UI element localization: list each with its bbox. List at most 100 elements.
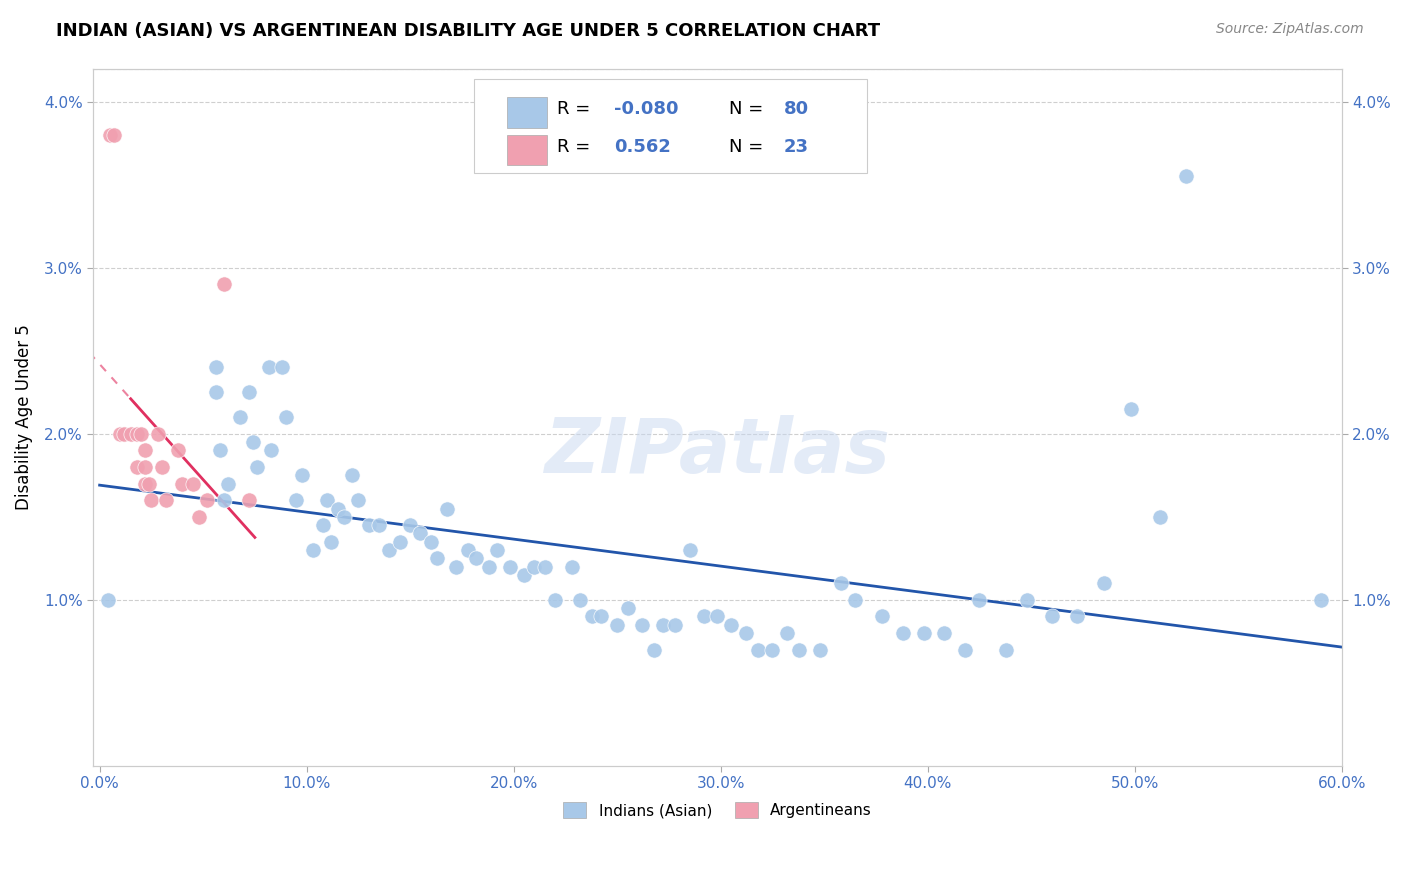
Point xyxy=(188,509,211,524)
Point xyxy=(378,543,401,558)
Point xyxy=(150,460,173,475)
Point xyxy=(238,493,260,508)
Point xyxy=(208,443,231,458)
Point xyxy=(606,617,628,632)
Point xyxy=(103,128,125,142)
Point xyxy=(747,642,769,657)
Point xyxy=(321,534,343,549)
Point xyxy=(120,426,142,441)
Point xyxy=(285,493,308,508)
Text: 23: 23 xyxy=(783,138,808,156)
Point xyxy=(734,626,756,640)
Point xyxy=(326,501,349,516)
Point xyxy=(409,526,432,541)
Point xyxy=(1310,592,1333,607)
Point xyxy=(616,601,638,615)
Point xyxy=(98,128,121,142)
Point xyxy=(212,277,235,292)
Point xyxy=(444,559,467,574)
Point xyxy=(1119,401,1142,416)
Point xyxy=(138,476,160,491)
Point xyxy=(134,443,156,458)
Point xyxy=(347,493,370,508)
Point xyxy=(357,518,380,533)
Point xyxy=(720,617,742,632)
Text: INDIAN (ASIAN) VS ARGENTINEAN DISABILITY AGE UNDER 5 CORRELATION CHART: INDIAN (ASIAN) VS ARGENTINEAN DISABILITY… xyxy=(56,22,880,40)
Point xyxy=(678,543,700,558)
Text: R =: R = xyxy=(557,138,596,156)
Point xyxy=(934,626,956,640)
Point xyxy=(125,460,148,475)
Point xyxy=(643,642,665,657)
Point xyxy=(789,642,811,657)
Point xyxy=(259,360,281,375)
Point xyxy=(242,435,264,450)
Point xyxy=(229,410,252,425)
Text: N =: N = xyxy=(728,100,763,118)
Point xyxy=(1175,169,1198,184)
Point xyxy=(274,410,297,425)
Point xyxy=(651,617,673,632)
Point xyxy=(419,534,441,549)
Point xyxy=(125,426,148,441)
Point xyxy=(134,460,156,475)
Point xyxy=(1149,509,1171,524)
Point xyxy=(340,468,363,483)
Point xyxy=(761,642,783,657)
Text: 0.562: 0.562 xyxy=(614,138,671,156)
Point xyxy=(478,559,501,574)
Point xyxy=(870,609,893,624)
Text: R =: R = xyxy=(557,100,596,118)
Point xyxy=(141,493,163,508)
Point xyxy=(808,642,831,657)
Point xyxy=(388,534,411,549)
Point xyxy=(134,476,156,491)
Text: Source: ZipAtlas.com: Source: ZipAtlas.com xyxy=(1216,22,1364,37)
Y-axis label: Disability Age Under 5: Disability Age Under 5 xyxy=(15,325,32,510)
Point xyxy=(167,443,190,458)
Point xyxy=(523,559,546,574)
Point xyxy=(568,592,591,607)
Point xyxy=(544,592,567,607)
Point xyxy=(260,443,283,458)
Point xyxy=(995,642,1018,657)
Point xyxy=(316,493,339,508)
Point xyxy=(776,626,799,640)
Point xyxy=(693,609,716,624)
Point xyxy=(533,559,555,574)
Point xyxy=(830,576,852,591)
Point xyxy=(217,476,239,491)
Point xyxy=(912,626,935,640)
Point xyxy=(270,360,292,375)
Point xyxy=(581,609,603,624)
Point xyxy=(561,559,583,574)
Point xyxy=(1015,592,1038,607)
Text: ZIPatlas: ZIPatlas xyxy=(544,415,890,489)
Point xyxy=(706,609,728,624)
Point xyxy=(368,518,391,533)
Point xyxy=(953,642,976,657)
Point xyxy=(172,476,194,491)
Point xyxy=(181,476,204,491)
Point xyxy=(97,592,120,607)
Point xyxy=(195,493,218,508)
Point xyxy=(1066,609,1088,624)
Point xyxy=(664,617,686,632)
Point xyxy=(155,493,177,508)
FancyBboxPatch shape xyxy=(506,97,547,128)
Point xyxy=(1092,576,1115,591)
Text: -0.080: -0.080 xyxy=(614,100,679,118)
Point xyxy=(110,426,132,441)
Point xyxy=(631,617,654,632)
Text: N =: N = xyxy=(728,138,763,156)
Legend: Indians (Asian), Argentineans: Indians (Asian), Argentineans xyxy=(557,797,877,824)
Point xyxy=(426,551,449,566)
Point xyxy=(238,385,260,400)
Point xyxy=(891,626,914,640)
FancyBboxPatch shape xyxy=(474,79,868,173)
Point xyxy=(302,543,325,558)
Point xyxy=(589,609,612,624)
FancyBboxPatch shape xyxy=(506,135,547,165)
Point xyxy=(129,426,152,441)
Point xyxy=(457,543,479,558)
